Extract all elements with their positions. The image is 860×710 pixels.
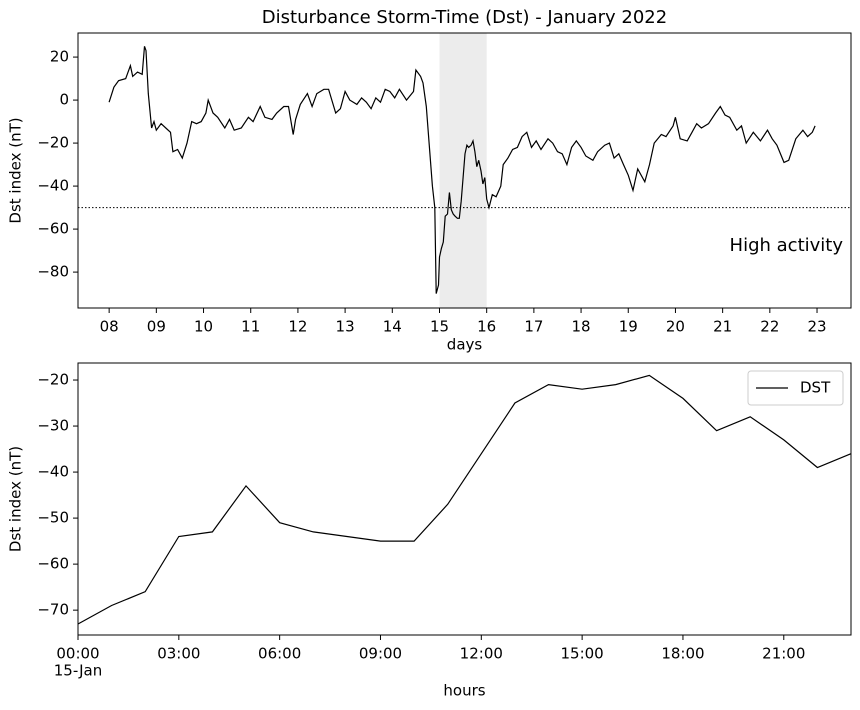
x-tick-label: 22 bbox=[760, 318, 779, 336]
annotation: High activity bbox=[730, 235, 844, 256]
plot-frame bbox=[77, 32, 852, 309]
y-tick-label: −60 bbox=[37, 220, 69, 238]
y-tick-label: −40 bbox=[37, 177, 69, 195]
x-tick-label: 18 bbox=[572, 318, 591, 336]
x-tick-label: 08 bbox=[100, 318, 119, 336]
x-tick-label: 15 bbox=[430, 318, 449, 336]
legend-label: DST bbox=[800, 379, 831, 397]
x-tick-label: 09:00 bbox=[359, 645, 402, 663]
x-tick-label: 13 bbox=[336, 318, 355, 336]
y-tick-label: −30 bbox=[37, 417, 69, 435]
x-tick-label: 23 bbox=[807, 318, 826, 336]
y-tick-label: −70 bbox=[37, 601, 69, 619]
x-axis-label: hours bbox=[443, 682, 485, 700]
x-tick-label: 11 bbox=[241, 318, 260, 336]
legend-box bbox=[747, 370, 844, 406]
x-tick-label: 19 bbox=[619, 318, 638, 336]
y-axis-label: Dst index (nT) bbox=[7, 446, 25, 552]
chart-title: Disturbance Storm-Time (Dst) - January 2… bbox=[262, 7, 667, 28]
y-tick-label: −40 bbox=[37, 463, 69, 481]
x-date-label: 15-Jan bbox=[54, 662, 102, 680]
y-tick-label: 20 bbox=[50, 48, 69, 66]
x-tick-label: 20 bbox=[666, 318, 685, 336]
y-tick-label: −80 bbox=[37, 263, 69, 281]
x-tick-label: 06:00 bbox=[258, 645, 301, 663]
x-tick-label: 17 bbox=[524, 318, 543, 336]
x-tick-label: 12 bbox=[288, 318, 307, 336]
x-axis-label: days bbox=[447, 336, 483, 354]
x-tick-label: 10 bbox=[194, 318, 213, 336]
y-tick-label: −20 bbox=[37, 371, 69, 389]
x-tick-label: 18:00 bbox=[661, 645, 704, 663]
y-tick-label: −20 bbox=[37, 134, 69, 152]
x-tick-label: 14 bbox=[383, 318, 402, 336]
plot-frame bbox=[77, 362, 852, 636]
y-tick-label: 0 bbox=[59, 91, 69, 109]
x-tick-label: 03:00 bbox=[157, 645, 200, 663]
x-tick-label: 09 bbox=[147, 318, 166, 336]
x-tick-label: 16 bbox=[477, 318, 496, 336]
y-tick-label: −50 bbox=[37, 509, 69, 527]
x-tick-label: 15:00 bbox=[561, 645, 604, 663]
x-tick-label: 21 bbox=[713, 318, 732, 336]
x-tick-label: 21:00 bbox=[762, 645, 805, 663]
data-line bbox=[108, 46, 816, 294]
y-tick-label: −60 bbox=[37, 555, 69, 573]
y-axis-label: Dst index (nT) bbox=[7, 117, 25, 223]
data-line bbox=[77, 374, 852, 625]
x-tick-label: 00:00 bbox=[56, 645, 99, 663]
x-tick-label: 12:00 bbox=[460, 645, 503, 663]
